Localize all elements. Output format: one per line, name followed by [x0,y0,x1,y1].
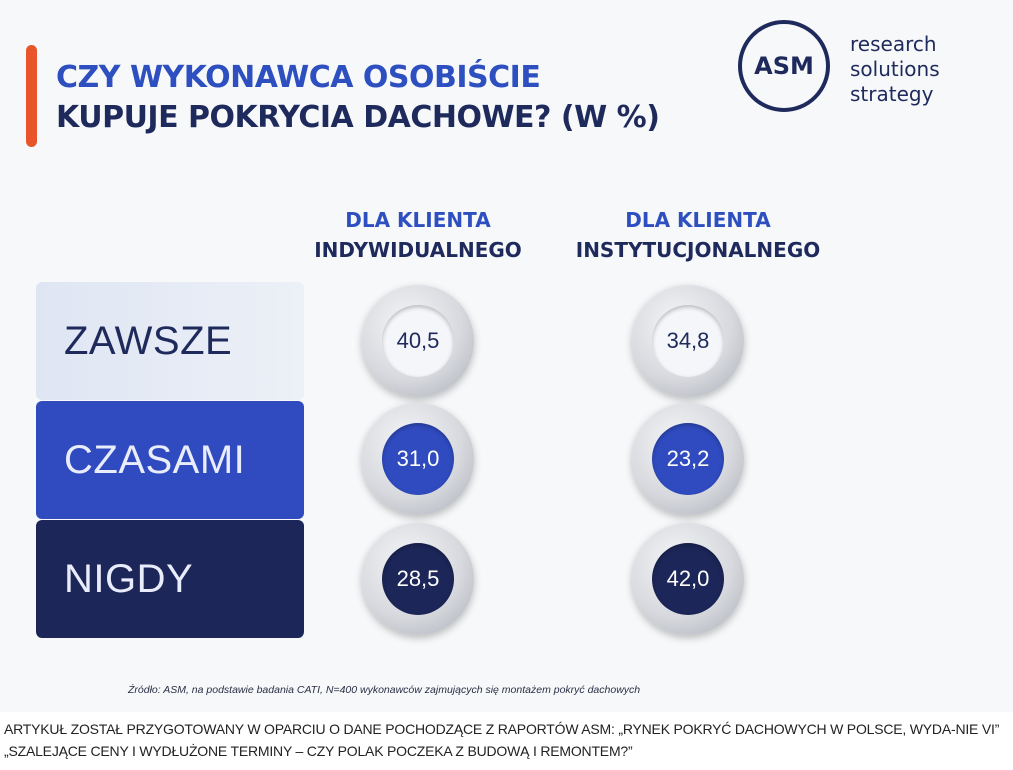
row-label-czasami: CZASAMI [36,401,304,519]
value-label: 34,8 [652,305,724,377]
value-label: 40,5 [382,305,454,377]
asm-logo-mark: ASM [754,52,814,80]
logo-tagline-line-2: solutions [850,57,940,81]
value-bubble: 34,8 [632,285,744,397]
value-bubble: 42,0 [632,523,744,635]
column-header-line-2: INDYWIDUALNEGO [314,238,522,262]
column-header-institutional: DLA KLIENTA INSTYTUCJONALNEGO [568,205,828,265]
logo-tagline-line-3: strategy [850,82,934,106]
chart-title-line-2: KUPUJE POKRYCIA DACHOWE? (W %) [56,100,660,135]
value-bubble: 23,2 [632,403,744,515]
chart-title-line-1: CZY WYKONAWCA OSOBIŚCIE [56,60,541,95]
column-header-line-2: INSTYTUCJONALNEGO [575,238,821,262]
value-label: 42,0 [652,543,724,615]
logo-tagline: research solutions strategy [850,32,940,107]
chart-title: CZY WYKONAWCA OSOBIŚCIE KUPUJE POKRYCIA … [56,58,660,138]
column-header-line-1: DLA KLIENTA [625,208,771,232]
row-label-nigdy: NIGDY [36,520,304,638]
accent-bar [26,45,37,147]
column-header-line-1: DLA KLIENTA [345,208,491,232]
logo-tagline-line-1: research [850,32,937,56]
row-label-zawsze: ZAWSZE [36,282,304,400]
value-bubble: 28,5 [362,523,474,635]
value-bubble: 40,5 [362,285,474,397]
value-bubble: 31,0 [362,403,474,515]
column-header-individual: DLA KLIENTA INDYWIDUALNEGO [288,205,548,265]
value-label: 31,0 [382,423,454,495]
value-label: 28,5 [382,543,454,615]
value-label: 23,2 [652,423,724,495]
source-note: Źródło: ASM, na podstawie badania CATI, … [128,684,641,696]
infographic: CZY WYKONAWCA OSOBIŚCIE KUPUJE POKRYCIA … [26,20,940,696]
asm-logo: ASM [738,20,830,112]
article-caption: ARTYKUŁ ZOSTAŁ PRZYGOTOWANY W OPARCIU O … [4,721,1000,759]
